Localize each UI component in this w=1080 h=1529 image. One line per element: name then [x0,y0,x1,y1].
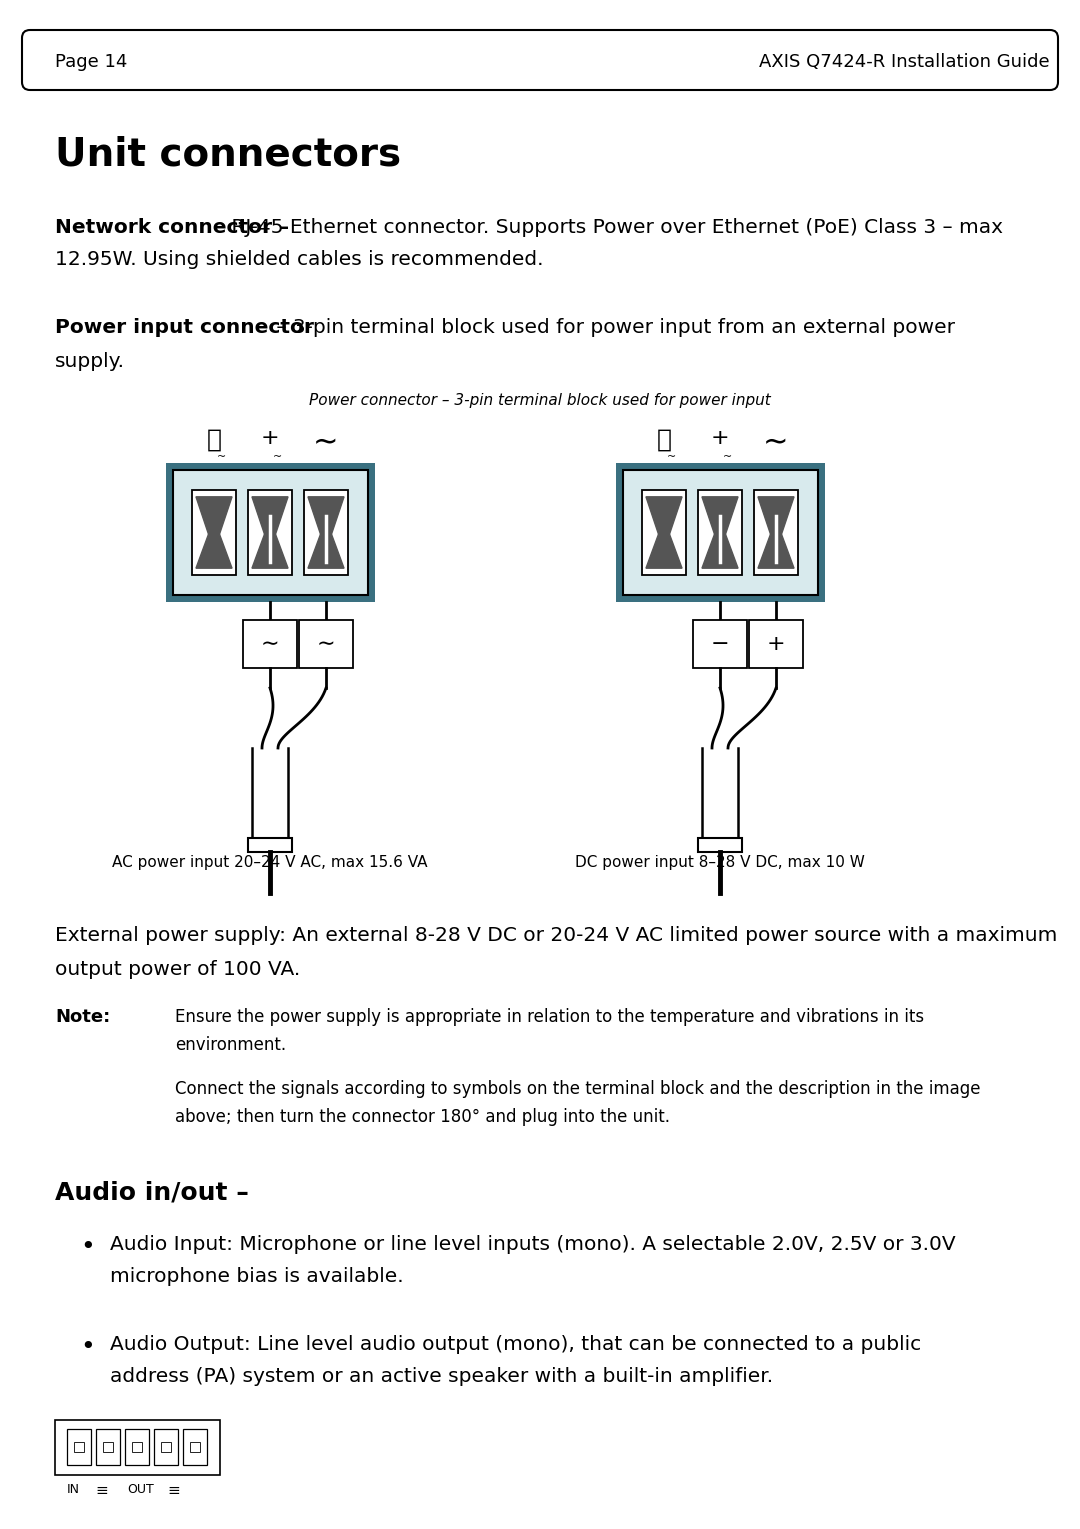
Text: Audio in/out –: Audio in/out – [55,1180,248,1203]
Text: environment.: environment. [175,1037,286,1053]
Polygon shape [252,534,288,569]
Bar [161,1442,171,1453]
Text: above; then turn the connector 180° and plug into the unit.: above; then turn the connector 180° and … [175,1109,670,1125]
Text: ≡: ≡ [167,1483,179,1498]
Bar [75,1442,84,1453]
Text: ~: ~ [667,453,677,462]
Text: Note:: Note: [55,1008,110,1026]
Text: •: • [80,1335,95,1359]
Text: +: + [767,635,785,654]
Text: Audio Output: Line level audio output (mono), that can be connected to a public: Audio Output: Line level audio output (m… [110,1335,921,1355]
Bar [190,1442,200,1453]
Text: Power input connector: Power input connector [55,318,314,336]
Text: OUT: OUT [127,1483,153,1495]
Bar [192,489,237,575]
Text: •: • [80,1235,95,1258]
Bar [623,469,818,595]
Bar [183,1430,207,1465]
Bar [642,489,686,575]
Text: address (PA) system or an active speaker with a built-in amplifier.: address (PA) system or an active speaker… [110,1367,773,1385]
Text: 12.95W. Using shielded cables is recommended.: 12.95W. Using shielded cables is recomme… [55,251,543,269]
Bar [125,1430,149,1465]
Bar [243,619,297,668]
Bar [750,619,804,668]
Polygon shape [308,497,345,534]
Bar [55,1420,220,1475]
Text: Audio Input: Microphone or line level inputs (mono). A selectable 2.0V, 2.5V or : Audio Input: Microphone or line level in… [110,1235,956,1254]
Text: External power supply: An external 8-28 V DC or 20-24 V AC limited power source : External power supply: An external 8-28 … [55,927,1057,945]
Text: Unit connectors: Unit connectors [55,135,401,173]
Polygon shape [758,534,794,569]
Text: ⏛: ⏛ [657,428,672,453]
Polygon shape [702,534,738,569]
Bar [96,1430,120,1465]
Text: Power connector – 3-pin terminal block used for power input: Power connector – 3-pin terminal block u… [309,393,771,408]
Text: IN: IN [67,1483,80,1495]
Polygon shape [195,534,232,569]
Text: Connect the signals according to symbols on the terminal block and the descripti: Connect the signals according to symbols… [175,1079,981,1098]
Bar [166,463,375,602]
Text: Network connector –: Network connector – [55,219,289,237]
Text: ~: ~ [273,453,283,462]
Bar [132,1442,141,1453]
Bar [303,489,348,575]
Text: DC power input 8–28 V DC, max 10 W: DC power input 8–28 V DC, max 10 W [575,855,865,870]
Text: ⏛: ⏛ [206,428,221,453]
Text: microphone bias is available.: microphone bias is available. [110,1268,404,1286]
Bar [173,469,368,595]
Bar [698,489,742,575]
FancyBboxPatch shape [22,31,1058,90]
Polygon shape [702,497,738,534]
Polygon shape [646,534,683,569]
Text: RJ-45 Ethernet connector. Supports Power over Ethernet (PoE) Class 3 – max: RJ-45 Ethernet connector. Supports Power… [225,219,1003,237]
Polygon shape [758,497,794,534]
Bar [616,463,825,602]
Text: ≡: ≡ [95,1483,108,1498]
Text: ∼: ∼ [260,635,280,654]
Text: ~: ~ [217,453,227,462]
Polygon shape [308,534,345,569]
Text: supply.: supply. [55,352,125,372]
Text: Ensure the power supply is appropriate in relation to the temperature and vibrat: Ensure the power supply is appropriate i… [175,1008,924,1026]
Text: ~: ~ [724,453,732,462]
Bar [154,1430,178,1465]
Text: AC power input 20–24 V AC, max 15.6 VA: AC power input 20–24 V AC, max 15.6 VA [112,855,428,870]
Text: AXIS Q7424-R Installation Guide: AXIS Q7424-R Installation Guide [759,54,1050,70]
Bar [103,1442,113,1453]
Text: – 3-pin terminal block used for power input from an external power: – 3-pin terminal block used for power in… [270,318,955,336]
Text: −: − [711,635,729,654]
Bar [698,838,742,852]
Text: Page 14: Page 14 [55,54,127,70]
Text: +: + [711,428,729,448]
Polygon shape [646,497,683,534]
Text: ∼: ∼ [313,428,339,457]
Bar [754,489,798,575]
Bar [299,619,353,668]
Polygon shape [195,497,232,534]
Text: +: + [260,428,280,448]
Polygon shape [252,497,288,534]
Bar [248,838,292,852]
Text: output power of 100 VA.: output power of 100 VA. [55,960,300,979]
Bar [693,619,747,668]
Text: ∼: ∼ [316,635,335,654]
Text: ∼: ∼ [764,428,788,457]
Bar [67,1430,91,1465]
Bar [248,489,292,575]
